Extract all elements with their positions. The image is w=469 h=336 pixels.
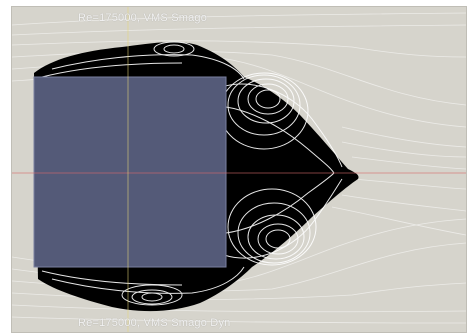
square-obstacle <box>33 76 227 268</box>
top-case-label: Re=175000, VMS Smago <box>78 12 208 24</box>
streamline-plot <box>12 7 466 332</box>
bottom-case-label: Re=175000, VMS Smago Dyn <box>78 317 231 329</box>
flow-visualization: Re=175000, VMS Smago Re=175000, VMS Smag… <box>11 6 467 333</box>
wake-streamlines <box>41 41 343 306</box>
